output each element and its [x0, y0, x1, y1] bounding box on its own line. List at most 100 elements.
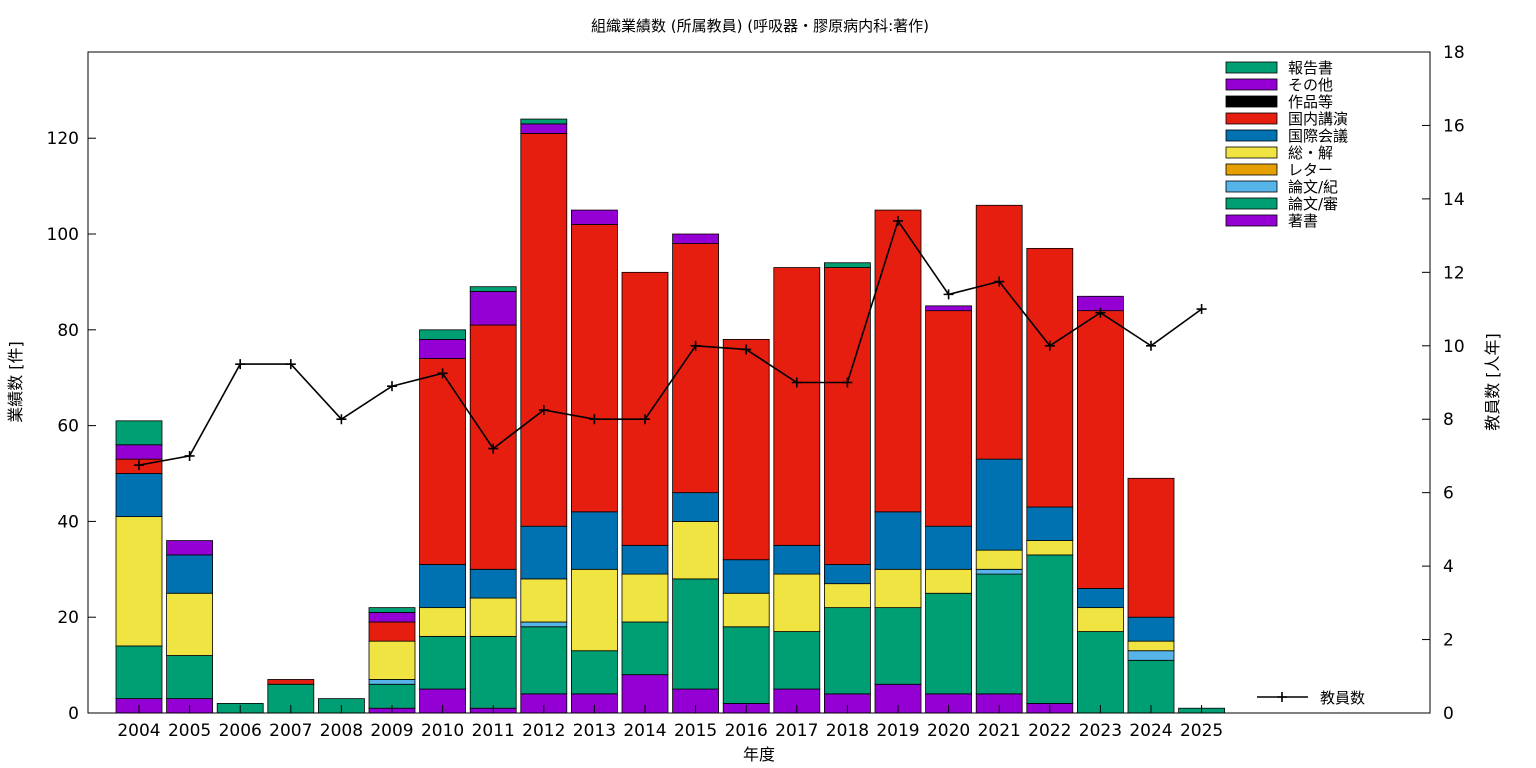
- x-tick-label: 2016: [725, 721, 768, 741]
- teacher-count-point: [538, 405, 549, 416]
- y2-axis-label: 教員数 [人年]: [1483, 333, 1502, 431]
- y-tick-label: 60: [57, 417, 79, 437]
- x-tick-label: 2005: [168, 721, 211, 741]
- bar-segment-2020-s8: [925, 305, 972, 312]
- teacher-count-point: [336, 414, 347, 425]
- y2-tick-label: 0: [1443, 704, 1454, 724]
- bar-segment-2010-s6: [419, 358, 467, 565]
- legend-label: 国際会議: [1288, 127, 1348, 145]
- legend-line-marker: [1277, 692, 1287, 702]
- bar-segment-2023-s1: [1077, 631, 1124, 714]
- bar-segment-2010-s4: [419, 607, 467, 637]
- bar-segment-2013-s4: [571, 568, 618, 652]
- bar-segment-2014-s5: [621, 544, 669, 575]
- bar-segment-2023-s4: [1077, 607, 1124, 632]
- y-axis-label: 業績数 [件]: [6, 341, 25, 423]
- bar-segment-2022-s6: [1026, 247, 1074, 508]
- y-tick-label: 120: [47, 129, 79, 149]
- legend-swatch: [1225, 214, 1278, 227]
- y2-tick-label: 10: [1443, 337, 1465, 357]
- x-tick-label: 2023: [1079, 721, 1122, 741]
- bar-segment-2009-s1: [368, 683, 416, 709]
- legend-swatch: [1225, 146, 1278, 159]
- teacher-count-point: [184, 450, 195, 461]
- x-tick-label: 2024: [1129, 721, 1172, 741]
- teacher-count-point: [235, 359, 246, 370]
- bar-segment-2017-s4: [773, 573, 821, 632]
- legend-swatch: [1225, 95, 1278, 108]
- bar-segment-2020-s6: [925, 310, 972, 527]
- y2-tick-label: 8: [1443, 410, 1454, 430]
- teacher-count-point: [589, 414, 600, 425]
- bar-segment-2018-s5: [824, 564, 871, 585]
- legend-swatch: [1225, 197, 1278, 210]
- bar-segment-2011-s9: [469, 286, 517, 292]
- teacher-count-point: [994, 276, 1005, 287]
- legend-label: 著書: [1288, 212, 1318, 230]
- bar-segment-2014-s6: [621, 271, 669, 546]
- x-tick-label: 2012: [522, 721, 565, 741]
- teacher-count-point: [791, 377, 802, 388]
- bar-segment-2009-s4: [368, 640, 416, 680]
- x-tick-label: 2022: [1028, 721, 1071, 741]
- bar-segment-2021-s6: [975, 204, 1023, 460]
- bar-segment-2017-s1: [773, 631, 821, 690]
- bar-segment-2012-s2: [520, 621, 568, 628]
- bar-segment-2012-s4: [520, 578, 568, 623]
- legend-label: 総・解: [1288, 144, 1333, 162]
- teacher-count-point: [893, 215, 903, 226]
- y2-tick-label: 14: [1443, 190, 1465, 210]
- legend-label: 報告書: [1288, 59, 1333, 77]
- legend-label: レター: [1288, 161, 1333, 179]
- bar-segment-2024-s5: [1127, 616, 1175, 642]
- y2-tick-label: 6: [1443, 484, 1454, 504]
- bar-segment-2007-s6: [267, 679, 315, 685]
- bar-segment-2021-s1: [975, 573, 1023, 695]
- teacher-count-point: [437, 368, 448, 379]
- bars-layer: [115, 118, 1225, 714]
- x-tick-label: 2021: [978, 721, 1021, 741]
- legend-swatch: [1225, 129, 1278, 142]
- x-tick-label: 2013: [573, 721, 616, 741]
- legend-label: 作品等: [1288, 93, 1333, 111]
- bar-segment-2021-s2: [975, 568, 1023, 575]
- bar-segment-2016-s1: [722, 626, 770, 704]
- bar-segment-2011-s4: [469, 597, 517, 637]
- bar-segment-2004-s8: [115, 444, 163, 460]
- x-tick-label: 2020: [927, 721, 970, 741]
- bar-segment-2013-s8: [571, 209, 618, 225]
- bar-segment-2004-s1: [115, 645, 163, 700]
- bar-segment-2016-s5: [722, 559, 770, 594]
- bar-segment-2019-s6: [874, 209, 922, 513]
- bar-segment-2021-s5: [975, 458, 1023, 551]
- x-axis-label: 年度: [743, 745, 775, 764]
- bar-segment-2009-s8: [368, 612, 416, 623]
- y2-tick-label: 12: [1443, 263, 1465, 283]
- bar-segment-2011-s1: [469, 635, 517, 709]
- teacher-count-point: [1044, 340, 1055, 351]
- chart-title: 組織業績数 (所属教員) (呼吸器・膠原病内科:著作): [591, 17, 929, 35]
- bar-segment-2012-s5: [520, 525, 568, 580]
- x-tick-label: 2008: [320, 721, 363, 741]
- bar-segment-2024-s2: [1127, 650, 1175, 661]
- teacher-count-point: [285, 359, 296, 370]
- bar-segment-2020-s1: [925, 592, 972, 695]
- x-tick-label: 2014: [623, 721, 666, 741]
- teacher-count-point: [488, 443, 499, 454]
- legend-swatch: [1225, 61, 1278, 74]
- bar-segment-2022-s4: [1026, 540, 1074, 556]
- bar-segment-2018-s9: [824, 262, 871, 268]
- teacher-count-point: [690, 340, 701, 351]
- bar-segment-2015-s5: [672, 492, 719, 522]
- bar-segment-2024-s4: [1127, 640, 1175, 652]
- bar-segment-2015-s8: [672, 233, 719, 244]
- bar-segment-2014-s4: [621, 573, 669, 623]
- x-tick-label: 2017: [775, 721, 818, 741]
- line-layer: [134, 215, 1207, 471]
- bar-segment-2022-s1: [1026, 554, 1074, 704]
- teacher-count-point: [943, 289, 954, 300]
- bar-segment-2011-s8: [469, 291, 517, 326]
- teacher-count-point: [842, 377, 853, 388]
